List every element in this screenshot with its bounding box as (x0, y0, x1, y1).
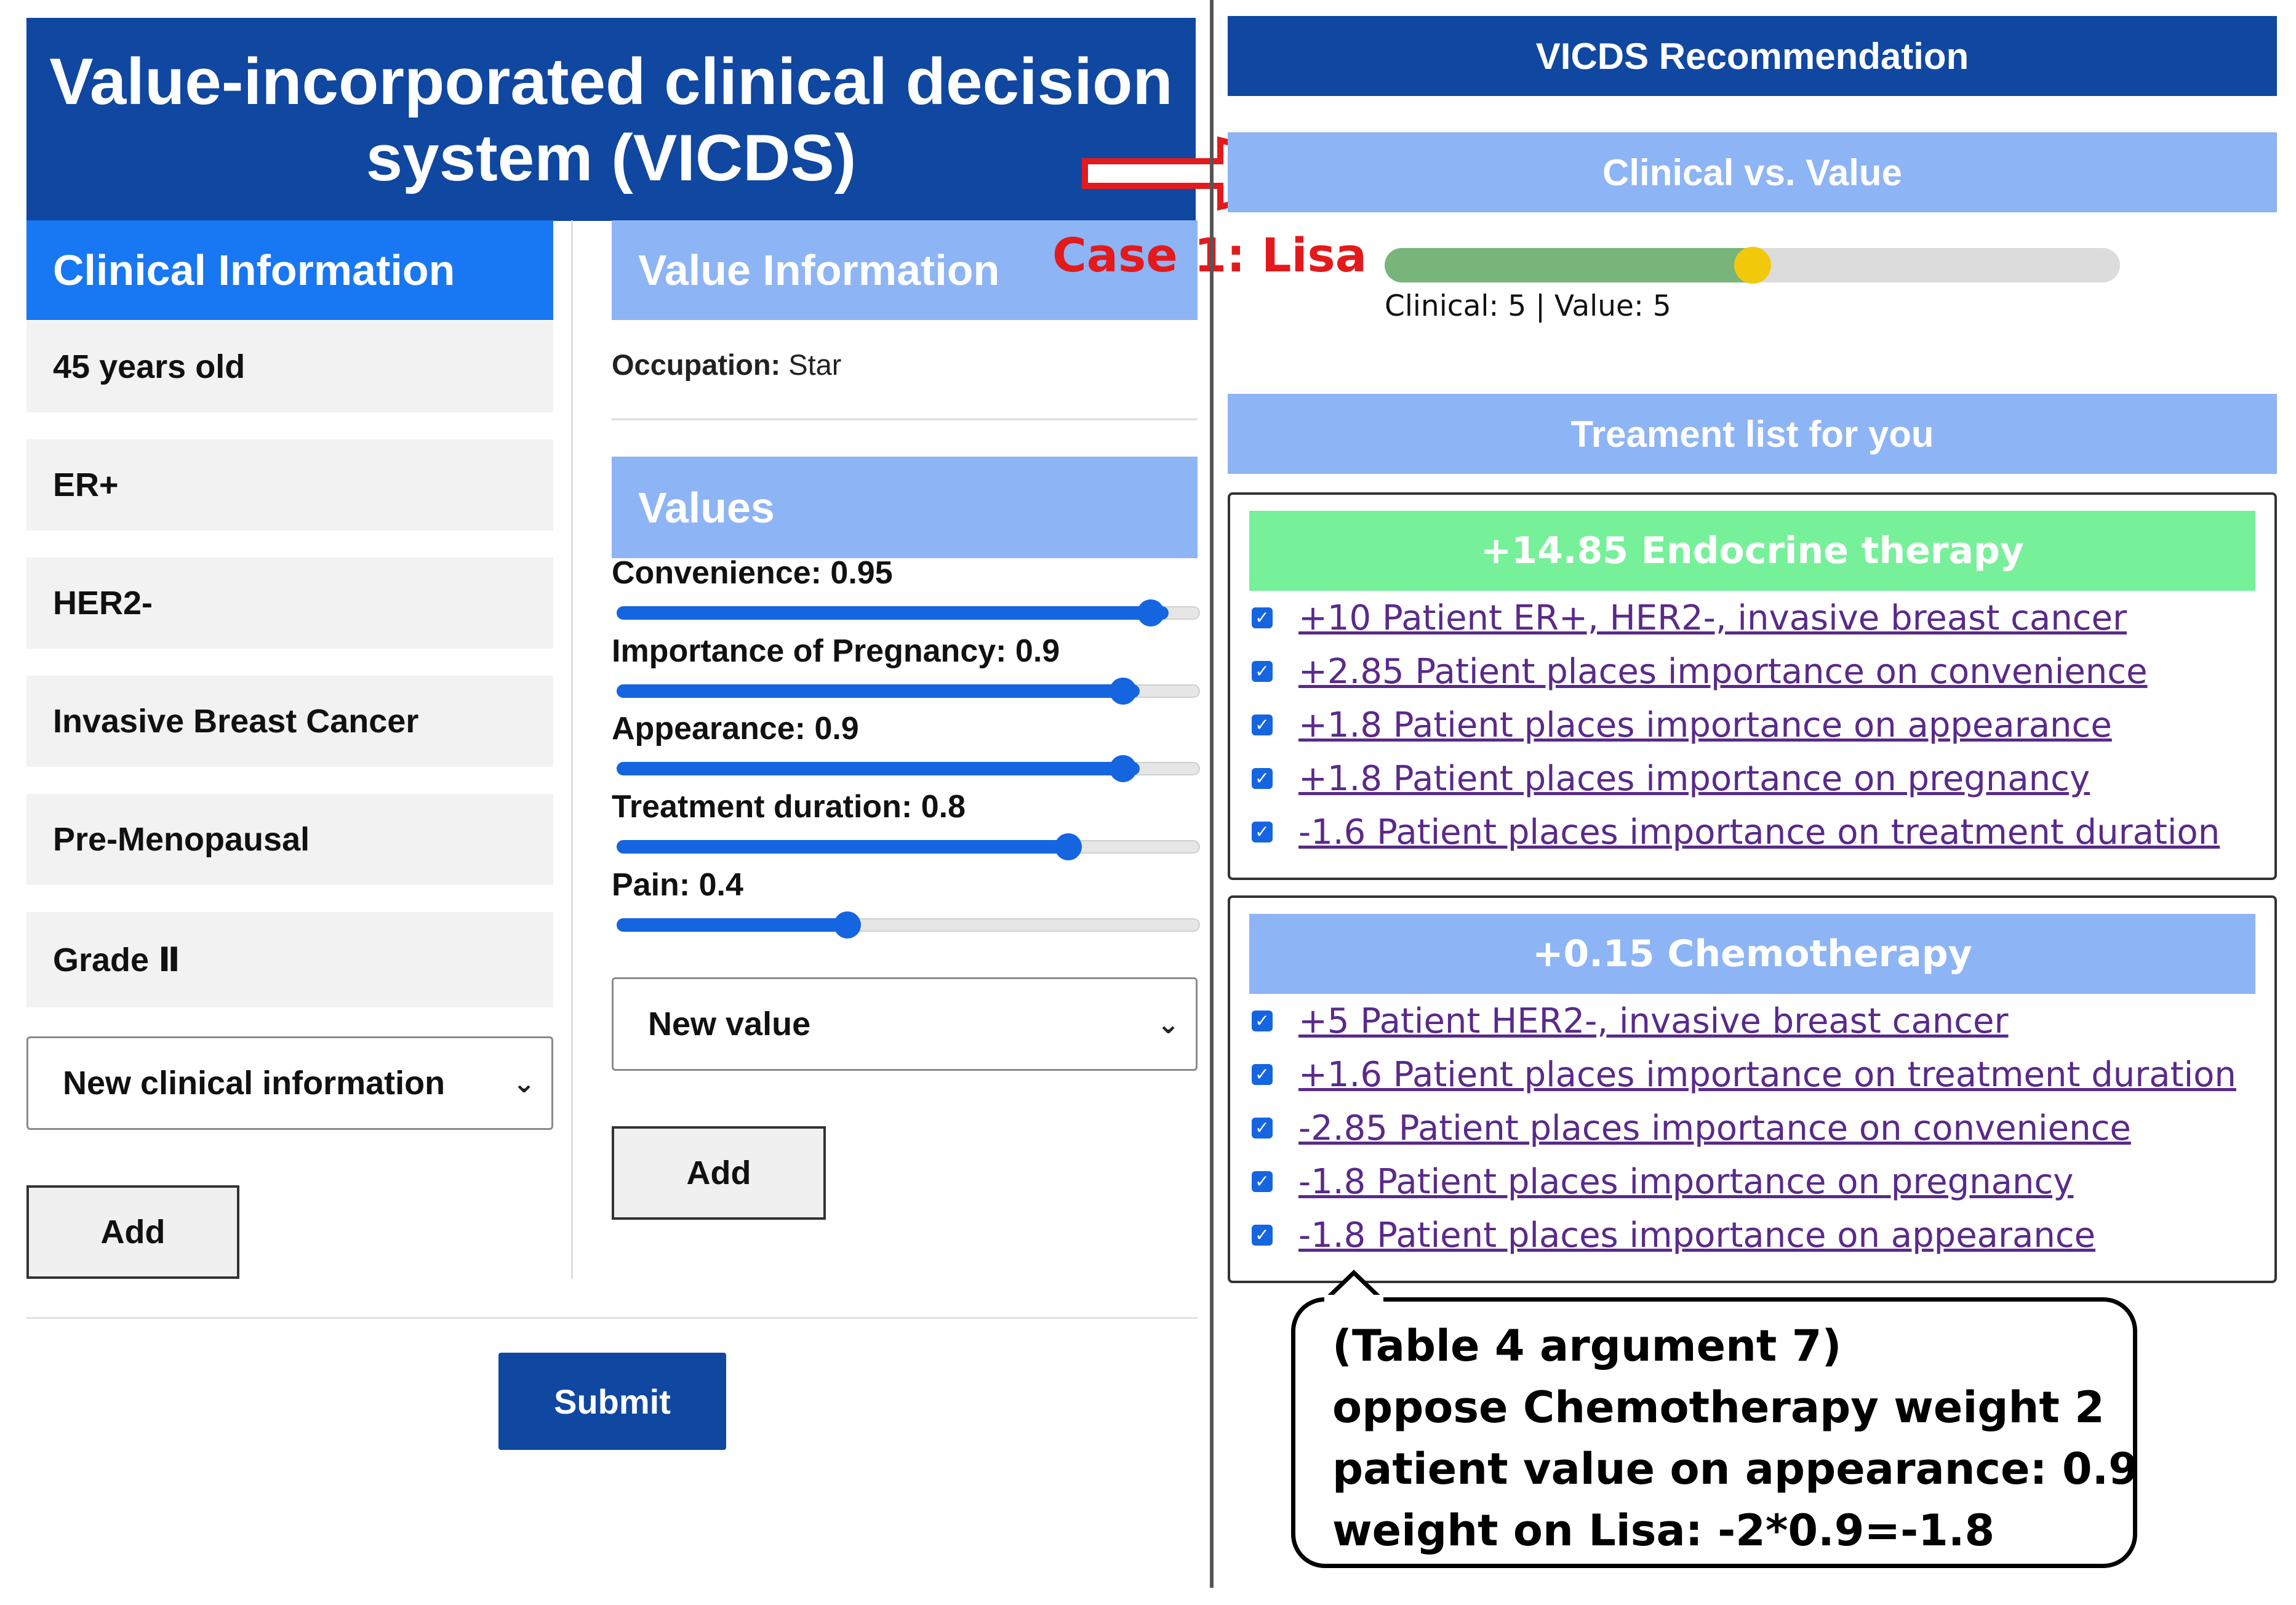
checkbox-checked-icon[interactable]: ✓ (1252, 1011, 1273, 1031)
annotation-callout: (Table 4 argument 7) oppose Chemotherapy… (1291, 1297, 2138, 1568)
clinical-item-menopause: Pre-Menopausal (26, 794, 553, 885)
value-info-header: Value Information (612, 220, 1198, 320)
clinical-info-header: Clinical Information (26, 220, 553, 320)
clinical-value-score: Clinical: 5 | Value: 5 (1385, 289, 1671, 323)
submit-button[interactable]: Submit (498, 1353, 726, 1450)
reason-row[interactable]: ✓ +5 Patient HER2-, invasive breast cance… (1252, 996, 2009, 1046)
reason-row[interactable]: ✓ +10 Patient ER+, HER2-, invasive breast… (1252, 593, 2127, 642)
reason-link[interactable]: -2.85 Patient places importance on conve… (1298, 1108, 2131, 1148)
reason-link[interactable]: +1.8 Patient places importance on appear… (1298, 705, 2112, 745)
slider-thumb[interactable] (1110, 678, 1137, 705)
clinical-vs-value-header: Clinical vs. Value (1228, 132, 2277, 212)
reason-link[interactable]: +1.8 Patient places importance on pregna… (1298, 758, 2090, 799)
slider-thumb[interactable] (833, 911, 861, 939)
slider-fill (617, 840, 1082, 854)
slider-label: Importance of Pregnancy: 0.9 (612, 633, 1060, 669)
new-clinical-info-select-value: New clinical information (63, 1065, 446, 1102)
checkbox-checked-icon[interactable]: ✓ (1252, 1171, 1273, 1192)
slider-fill (617, 762, 1140, 775)
reason-row[interactable]: ✓ +1.6 Patient places importance on treat… (1252, 1050, 2236, 1099)
slider-thumb[interactable] (1137, 599, 1165, 626)
callout-joint (1324, 1295, 1383, 1302)
clinical-item-er: ER+ (26, 439, 553, 530)
clinical-item-diagnosis: Invasive Breast Cancer (26, 676, 553, 767)
treatment-list-header: Treament list for you (1228, 394, 2277, 474)
checkbox-checked-icon[interactable]: ✓ (1252, 1225, 1273, 1246)
occupation-value: Star (788, 348, 842, 381)
value-slider[interactable] (617, 678, 1200, 705)
slider-thumb[interactable] (1054, 833, 1082, 860)
value-slider[interactable] (617, 911, 1200, 939)
chevron-down-icon: ⌄ (1157, 1009, 1180, 1039)
reason-link[interactable]: +1.6 Patient places importance on treatm… (1298, 1054, 2236, 1095)
new-clinical-info-select[interactable]: New clinical information ⌄ (26, 1036, 553, 1130)
slider-fill (617, 606, 1169, 620)
reason-link[interactable]: +10 Patient ER+, HER2-, invasive breast … (1298, 598, 2127, 638)
chevron-down-icon: ⌄ (513, 1068, 535, 1099)
reason-link[interactable]: -1.6 Patient places importance on treatm… (1298, 812, 2220, 852)
checkbox-checked-icon[interactable]: ✓ (1252, 714, 1273, 735)
slider-fill (617, 684, 1140, 698)
reason-link[interactable]: -1.8 Patient places importance on pregna… (1298, 1161, 2074, 1202)
checkbox-checked-icon[interactable]: ✓ (1252, 1064, 1273, 1085)
checkbox-checked-icon[interactable]: ✓ (1252, 1118, 1273, 1139)
reason-row[interactable]: ✓ -1.8 Patient places importance on appea… (1252, 1211, 2095, 1260)
add-value-button[interactable]: Add (612, 1126, 826, 1220)
case-label: Case 1: Lisa (1052, 228, 1367, 282)
clinical-value-balance-marker (1734, 247, 1771, 284)
values-header: Values (612, 457, 1198, 558)
reason-row[interactable]: ✓ -2.85 Patient places importance on conv… (1252, 1103, 2131, 1153)
treatment-title: +0.15 Chemotherapy (1249, 914, 2255, 994)
clinical-value-balance-bar (1385, 247, 2120, 284)
callout-line: patient value on appearance: 0.9 (1332, 1444, 2138, 1494)
callout-line: oppose Chemotherapy weight 2 (1332, 1382, 2105, 1433)
clinical-value-balance-fill (1385, 248, 1753, 282)
checkbox-checked-icon[interactable]: ✓ (1252, 661, 1273, 682)
reason-row[interactable]: ✓ -1.8 Patient places importance on pregn… (1252, 1157, 2073, 1206)
reason-link[interactable]: +5 Patient HER2-, invasive breast cancer (1298, 1001, 2009, 1041)
slider-label: Appearance: 0.9 (612, 711, 859, 746)
add-clinical-button[interactable]: Add (26, 1185, 239, 1279)
treatment-title: +14.85 Endocrine therapy (1249, 511, 2255, 591)
reason-row[interactable]: ✓ -1.6 Patient places importance on treat… (1252, 807, 2220, 857)
reason-link[interactable]: +2.85 Patient places importance on conve… (1298, 651, 2148, 692)
slider-thumb[interactable] (1110, 755, 1137, 782)
slider-fill (617, 918, 849, 932)
value-slider[interactable] (617, 599, 1200, 626)
divider (26, 1317, 1198, 1319)
slider-label: Pain: 0.4 (612, 867, 743, 903)
value-slider[interactable] (617, 833, 1200, 860)
clinical-item-age: 45 years old (26, 321, 553, 412)
reason-link[interactable]: -1.8 Patient places importance on appear… (1298, 1215, 2096, 1255)
treatment-card-endocrine: +14.85 Endocrine therapy ✓ +10 Patient ER… (1228, 492, 2277, 880)
new-value-select[interactable]: New value ⌄ (612, 977, 1198, 1071)
slider-label: Treatment duration: 0.8 (612, 789, 966, 825)
checkbox-checked-icon[interactable]: ✓ (1252, 822, 1273, 843)
checkbox-checked-icon[interactable]: ✓ (1252, 607, 1273, 628)
column-divider (571, 220, 573, 1279)
clinical-item-grade: Grade Ⅱ (26, 912, 553, 1007)
checkbox-checked-icon[interactable]: ✓ (1252, 768, 1273, 789)
clinical-item-her2: HER2- (26, 558, 553, 649)
reason-row[interactable]: ✓ +2.85 Patient places importance on conv… (1252, 647, 2148, 696)
slider-label: Convenience: 0.95 (612, 555, 893, 591)
occupation-field: Occupation: Star (612, 348, 841, 382)
panel-divider (1210, 0, 1214, 1588)
occupation-label: Occupation: (612, 348, 781, 381)
app-title: Value-incorporated clinical decision sys… (26, 18, 1196, 221)
value-slider[interactable] (617, 755, 1200, 782)
reason-row[interactable]: ✓ +1.8 Patient places importance on pregn… (1252, 754, 2090, 803)
callout-line: (Table 4 argument 7) (1332, 1321, 1842, 1371)
callout-line: weight on Lisa: -2*0.9=-1.8 (1332, 1505, 1995, 1556)
recommendation-header: VICDS Recommendation (1228, 16, 2277, 96)
reason-row[interactable]: ✓ +1.8 Patient places importance on appea… (1252, 700, 2112, 750)
divider (612, 418, 1198, 420)
treatment-card-chemotherapy: +0.15 Chemotherapy ✓ +5 Patient HER2-, in… (1228, 895, 2277, 1283)
new-value-select-value: New value (648, 1006, 811, 1043)
